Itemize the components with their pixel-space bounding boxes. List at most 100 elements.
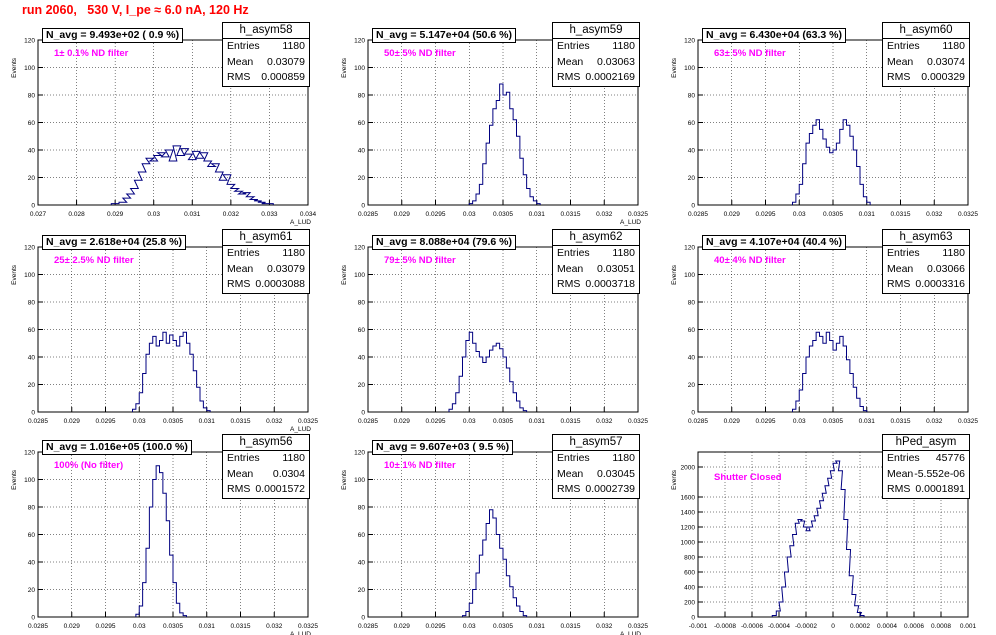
stats-row-entries: Entries 45776 <box>883 451 969 467</box>
x-tick-label: 0 <box>831 623 835 630</box>
histogram-bin <box>200 401 203 412</box>
stats-row-mean: Mean -5.552e-06 <box>883 467 969 483</box>
n-avg-label: N_avg = 9.493e+02 ( 0.9 %) <box>42 28 184 43</box>
y-axis-label: Events <box>341 264 348 285</box>
histogram-bin <box>183 616 186 617</box>
x-tick-label: 0.032 <box>223 211 240 218</box>
x-tick-label: 0.0008 <box>931 623 951 630</box>
stats-row-rms: RMS 0.0002169 <box>553 70 639 86</box>
histogram-bin <box>170 555 173 617</box>
y-tick-label: 120 <box>684 245 695 252</box>
stats-label: Mean <box>557 262 584 275</box>
x-tick-label: 0.0285 <box>358 418 378 425</box>
histogram-bin <box>533 201 536 205</box>
histogram-bin <box>826 332 829 412</box>
stats-label: Entries <box>887 40 920 52</box>
y-tick-label: 20 <box>358 382 366 389</box>
histogram-bin <box>850 374 853 413</box>
x-tick-label: 0.0315 <box>561 418 581 425</box>
y-tick-label: 800 <box>684 555 695 562</box>
y-tick-label: 60 <box>358 327 366 334</box>
histogram-outline <box>110 145 274 205</box>
x-tick-label: 0.001 <box>960 623 977 630</box>
y-tick-label: 0 <box>31 410 35 417</box>
filter-label: 25± 2.5% ND filter <box>54 255 134 266</box>
x-tick-label: 0.0006 <box>904 623 924 630</box>
histogram-bin <box>149 507 152 617</box>
y-axis-label: Events <box>671 57 678 78</box>
histogram-bin <box>833 350 836 412</box>
histogram-bin <box>483 363 486 413</box>
histogram-bin <box>476 352 479 413</box>
x-tick-label: 0.029 <box>724 211 741 218</box>
x-tick-label: -0.001 <box>689 623 708 630</box>
x-axis-label: A_LUD <box>620 631 641 635</box>
histogram-bin <box>506 576 509 617</box>
stats-value: 45776 <box>935 452 965 464</box>
histogram-bin <box>136 614 139 617</box>
histogram-bin <box>503 357 506 412</box>
histogram-bin <box>193 371 196 412</box>
x-tick-label: 0.031 <box>199 418 216 425</box>
x-tick-label: 0.033 <box>261 211 278 218</box>
x-tick-label: 0.0285 <box>28 418 48 425</box>
histogram-outline <box>132 331 211 412</box>
histogram-bin <box>853 150 856 205</box>
histogram-bin <box>796 194 799 205</box>
x-tick-label: -0.0002 <box>795 623 817 630</box>
stats-row-mean: Mean 0.03045 <box>553 467 639 483</box>
histogram-bin <box>506 368 509 412</box>
histogram-bin <box>156 346 159 412</box>
y-tick-label: 120 <box>24 38 35 45</box>
stats-label: Entries <box>227 247 260 259</box>
stats-value: 1180 <box>282 247 305 259</box>
stats-row-mean: Mean 0.03074 <box>883 55 969 71</box>
y-tick-label: 80 <box>688 93 696 100</box>
histogram-bin <box>809 134 812 206</box>
y-tick-label: 0 <box>361 615 365 622</box>
y-tick-label: 100 <box>354 477 365 484</box>
filter-label: 1± 0.1% ND filter <box>54 48 129 59</box>
histogram-bin <box>476 194 479 205</box>
stats-value: 0.0304 <box>272 467 305 480</box>
histogram-bin <box>850 136 853 205</box>
stats-row-mean: Mean 0.03066 <box>883 262 969 278</box>
stats-box: h_asym61 Entries 1180 Mean 0.03079 RMS 0.00030… <box>222 229 310 294</box>
histogram-bin <box>857 398 860 412</box>
x-tick-label: 0.0295 <box>426 211 446 218</box>
stats-label: RMS <box>887 71 911 83</box>
x-tick-label: 0.032 <box>266 418 283 425</box>
x-axis-label: A_LUD <box>620 219 641 226</box>
y-tick-label: 100 <box>24 477 35 484</box>
y-tick-label: 100 <box>24 272 35 279</box>
stats-box: h_asym56 Entries 1180 Mean 0.0304 RMS 0.000157… <box>222 434 310 499</box>
n-avg-label: N_avg = 6.430e+04 (63.3 %) <box>702 28 847 43</box>
histogram-bin <box>523 616 526 617</box>
histogram-bin <box>799 390 802 412</box>
x-tick-label: 0.032 <box>926 418 943 425</box>
histogram-bin <box>146 548 149 617</box>
stats-row-mean: Mean 0.03063 <box>553 55 639 71</box>
x-tick-label: 0.0285 <box>688 211 708 218</box>
x-tick-label: 0.0285 <box>688 418 708 425</box>
x-tick-label: 0.03 <box>133 623 146 630</box>
x-tick-label: 0.0325 <box>628 623 648 630</box>
x-tick-label: 0.03 <box>793 418 806 425</box>
histogram-bin <box>820 129 823 205</box>
stats-value: 0.0003316 <box>915 278 965 290</box>
histogram-bin <box>793 202 796 205</box>
histogram-bin <box>143 583 146 617</box>
x-tick-label: 0.029 <box>724 418 741 425</box>
y-axis-label: Events <box>11 57 18 78</box>
stats-label: Mean <box>887 262 914 275</box>
histogram-bin <box>803 164 806 205</box>
stats-label: RMS <box>227 71 251 83</box>
histogram-bin <box>180 613 183 617</box>
histogram-pad: -0.001 -0.0008 -0.0006 -0.0004 -0.0002 0 0.000… <box>660 430 977 635</box>
histogram-pad: 0.0285 0.029 0.0295 0.03 0.0305 0.031 0.0315 0.… <box>330 430 648 635</box>
histogram-bin <box>479 184 482 205</box>
stats-value: 1180 <box>282 452 305 464</box>
y-tick-label: 120 <box>24 245 35 252</box>
x-tick-label: 0.032 <box>266 623 283 630</box>
y-axis-label: Events <box>341 57 348 78</box>
